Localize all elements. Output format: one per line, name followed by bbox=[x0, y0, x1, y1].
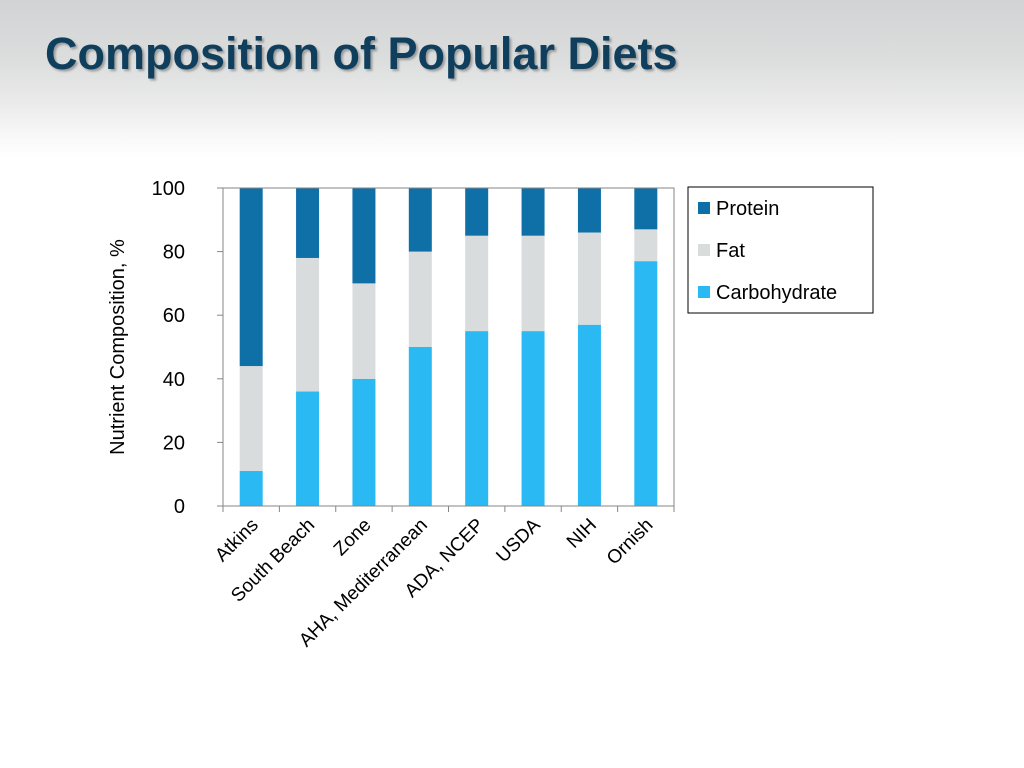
y-axis-title: Nutrient Composition, % bbox=[107, 239, 129, 455]
bar-protein-usda bbox=[521, 188, 545, 236]
legend: Protein Fat Carbohydrate bbox=[687, 186, 874, 314]
bar-carbohydrate-ada-ncep bbox=[465, 331, 489, 506]
legend-label-fat: Fat bbox=[716, 240, 745, 262]
bar-carbohydrate-nih bbox=[577, 324, 601, 506]
y-tick-label: 100 bbox=[152, 178, 185, 200]
slide-title: Composition of Popular Diets bbox=[45, 28, 678, 79]
x-tick-label: Ornish bbox=[603, 515, 657, 569]
y-tick-label: 20 bbox=[163, 432, 185, 454]
bar-fat-ornish bbox=[634, 229, 658, 262]
bar-fat-ada-ncep bbox=[465, 235, 489, 332]
axes-layer bbox=[217, 187, 675, 512]
bar-fat-zone bbox=[352, 283, 376, 379]
bar-protein-south-beach bbox=[296, 188, 320, 258]
bar-protein-atkins bbox=[239, 188, 263, 367]
x-tick-label: Atkins bbox=[211, 515, 262, 566]
bar-fat-south-beach bbox=[296, 257, 320, 392]
plot-area-border bbox=[222, 187, 675, 507]
bars-layer bbox=[239, 188, 658, 506]
bar-carbohydrate-ornish bbox=[634, 261, 658, 506]
bar-protein-aha-mediterranean bbox=[408, 188, 432, 252]
y-tick-label: 0 bbox=[174, 496, 185, 518]
legend-swatch-fat bbox=[698, 244, 710, 256]
bar-carbohydrate-atkins bbox=[239, 471, 263, 506]
bar-fat-usda bbox=[521, 235, 545, 332]
bar-protein-ornish bbox=[634, 188, 658, 230]
legend-swatch-protein bbox=[698, 202, 710, 214]
bar-carbohydrate-south-beach bbox=[296, 391, 320, 506]
bar-protein-zone bbox=[352, 188, 376, 284]
bar-fat-aha-mediterranean bbox=[408, 251, 432, 347]
y-tick-label: 40 bbox=[163, 369, 185, 391]
x-tick-label: NIH bbox=[563, 515, 601, 553]
bar-fat-nih bbox=[577, 232, 601, 325]
x-tick-label: Zone bbox=[330, 515, 375, 560]
bar-carbohydrate-zone bbox=[352, 378, 376, 506]
bar-carbohydrate-aha-mediterranean bbox=[408, 347, 432, 506]
y-tick-label: 60 bbox=[163, 305, 185, 327]
x-tick-label: USDA bbox=[492, 514, 544, 566]
bar-fat-atkins bbox=[239, 366, 263, 472]
legend-label-protein: Protein bbox=[716, 198, 779, 220]
bar-protein-ada-ncep bbox=[465, 188, 489, 236]
bar-carbohydrate-usda bbox=[521, 331, 545, 506]
y-tick-label: 80 bbox=[163, 242, 185, 264]
legend-box bbox=[687, 186, 874, 314]
legend-label-carbohydrate: Carbohydrate bbox=[716, 282, 837, 304]
bar-protein-nih bbox=[577, 188, 601, 233]
legend-swatch-carbohydrate bbox=[698, 286, 710, 298]
